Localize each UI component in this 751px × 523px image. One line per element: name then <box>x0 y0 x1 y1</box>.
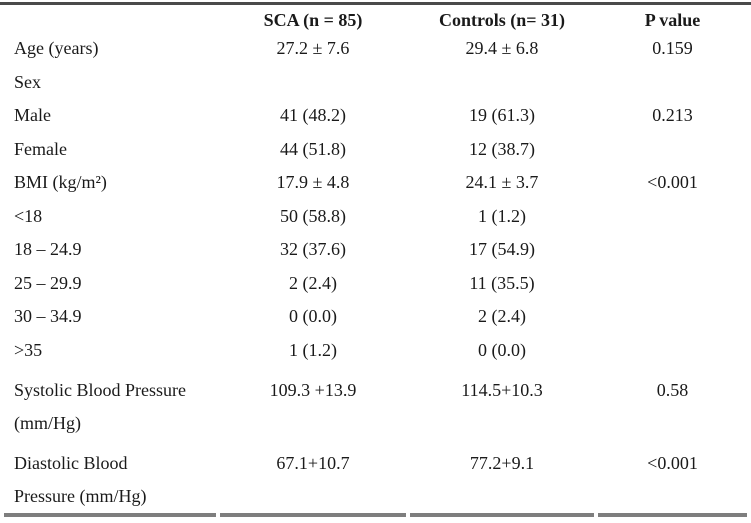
sca-value-cell: 50 (58.8) <box>280 205 346 226</box>
sca-value-cell: 109.3 +13.9 <box>269 380 357 400</box>
table-row: 18 – 24.9 32 (37.6) 17 (54.9) <box>4 233 747 267</box>
p-value-cell: <0.001 <box>647 172 698 192</box>
table-row: Sex <box>4 66 747 100</box>
p-value-cell: 0.213 <box>652 105 693 125</box>
controls-value-cell: 2 (2.4) <box>478 306 526 326</box>
sca-value-cell: 44 (51.8) <box>280 138 346 159</box>
table-row: Age (years) 27.2 ± 7.6 29.4 ± 6.8 0.159 <box>4 32 747 66</box>
table-row: <18 50 (58.8) 1 (1.2) <box>4 200 747 234</box>
sca-value-cell: 41 (48.2) <box>280 105 346 125</box>
sca-value-cell: 27.2 ± 7.6 <box>276 38 350 58</box>
column-header-sca: SCA (n = 85) <box>263 10 363 30</box>
sca-value-cell: 17.9 ± 4.8 <box>276 172 350 192</box>
header-row: SCA (n = 85) Controls (n= 31) P value <box>4 5 747 32</box>
table-header: SCA (n = 85) Controls (n= 31) P value <box>4 5 747 32</box>
controls-value-cell <box>410 66 594 100</box>
p-value-cell: 0.159 <box>652 38 693 58</box>
table-row: Diastolic Blood Pressure (mm/Hg) 67.1+10.… <box>4 440 747 517</box>
column-header-pvalue: P value <box>644 10 701 30</box>
table-body: Age (years) 27.2 ± 7.6 29.4 ± 6.8 0.159 Sex M… <box>4 32 747 517</box>
row-label-cell: Age (years) <box>14 38 99 58</box>
p-value-cell <box>598 133 747 167</box>
controls-value-cell: 0 (0.0) <box>478 339 526 360</box>
row-label-cell: 18 – 24.9 <box>14 239 82 259</box>
sca-value-cell <box>220 66 406 100</box>
column-header-controls: Controls (n= 31) <box>439 10 565 30</box>
controls-value-cell: 29.4 ± 6.8 <box>465 38 539 58</box>
p-value-cell <box>598 267 747 301</box>
controls-value-cell: 17 (54.9) <box>469 239 535 259</box>
controls-value-cell: 24.1 ± 3.7 <box>465 172 539 192</box>
table-row: Male 41 (48.2) 19 (61.3) 0.213 <box>4 99 747 133</box>
table-row: BMI (kg/m²) 17.9 ± 4.8 24.1 ± 3.7 <0.001 <box>4 166 747 200</box>
controls-value-cell: 1 (1.2) <box>478 205 526 226</box>
p-value-cell <box>598 334 747 368</box>
row-label-cell: Sex <box>14 71 41 92</box>
sca-value-cell: 1 (1.2) <box>289 339 337 360</box>
table-row: 30 – 34.9 0 (0.0) 2 (2.4) <box>4 300 747 334</box>
controls-value-cell: 114.5+10.3 <box>461 380 543 400</box>
sca-value-cell: 32 (37.6) <box>280 239 346 259</box>
table-row: >35 1 (1.2) 0 (0.0) <box>4 334 747 368</box>
controls-value-cell: 19 (61.3) <box>469 105 535 125</box>
p-value-cell: 0.58 <box>656 380 689 400</box>
table-row: Systolic Blood Pressure (mm/Hg) 109.3 +13… <box>4 367 747 440</box>
p-value-cell <box>598 233 747 267</box>
row-label-cell: Systolic Blood Pressure (mm/Hg) <box>14 380 187 433</box>
row-label-cell: 25 – 29.9 <box>14 272 82 293</box>
p-value-cell <box>598 66 747 100</box>
row-label-cell: <18 <box>14 205 43 226</box>
table-row: Female 44 (51.8) 12 (38.7) <box>4 133 747 167</box>
row-label-cell: Diastolic Blood Pressure (mm/Hg) <box>4 440 216 517</box>
controls-value-cell: 12 (38.7) <box>469 138 535 159</box>
p-value-cell <box>598 300 747 334</box>
table-row: 25 – 29.9 2 (2.4) 11 (35.5) <box>4 267 747 301</box>
sca-value-cell: 0 (0.0) <box>289 306 337 326</box>
row-label-cell: >35 <box>14 339 43 360</box>
sca-value-cell: 67.1+10.7 <box>220 440 406 517</box>
p-value-cell <box>598 200 747 234</box>
column-header-variable <box>4 5 216 32</box>
controls-value-cell: 11 (35.5) <box>469 272 535 293</box>
sca-value-cell: 2 (2.4) <box>289 272 337 293</box>
controls-value-cell: 77.2+9.1 <box>410 440 594 517</box>
row-label-cell: Male <box>14 105 51 125</box>
row-label-cell: BMI (kg/m²) <box>14 172 107 192</box>
p-value-cell: <0.001 <box>598 440 747 517</box>
row-label-cell: 30 – 34.9 <box>14 306 82 326</box>
row-label-cell: Female <box>14 138 67 159</box>
